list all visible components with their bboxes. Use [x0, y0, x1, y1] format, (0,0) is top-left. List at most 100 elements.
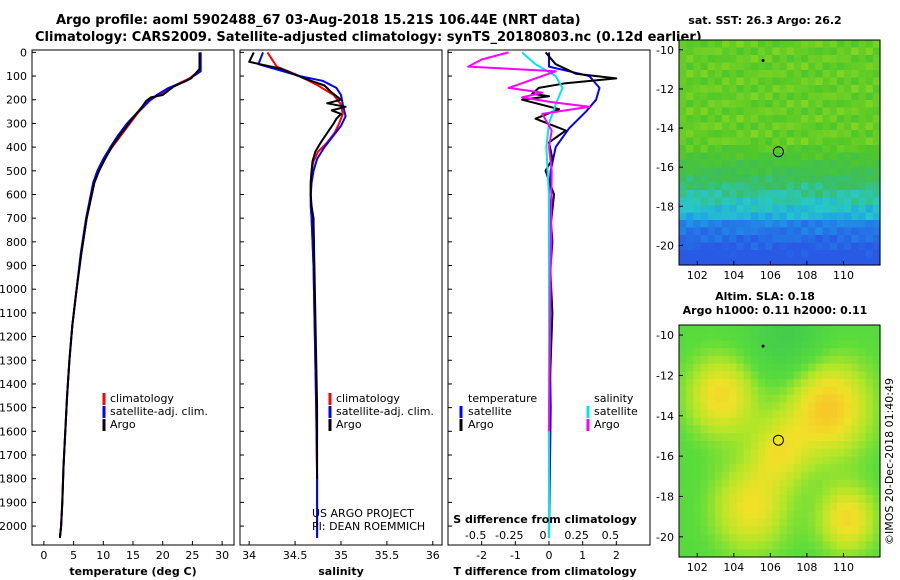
heatmap-cell	[872, 371, 881, 380]
heatmap-cell	[700, 464, 709, 473]
heatmap-cell	[872, 363, 881, 372]
heatmap-cell	[743, 541, 752, 550]
heatmap-cell	[865, 137, 874, 146]
heatmap-cell	[707, 464, 716, 473]
heatmap-cell	[851, 182, 860, 191]
heatmap-cell	[815, 122, 824, 131]
heatmap-cell	[844, 167, 852, 176]
heatmap-cell	[844, 448, 852, 458]
heatmap-cell	[844, 371, 852, 380]
heatmap-cell	[822, 257, 831, 266]
heatmap-cell	[779, 160, 788, 169]
heatmap-cell	[765, 190, 773, 199]
heatmap-cell	[736, 332, 745, 342]
heatmap-cell	[743, 85, 752, 94]
heatmap-cell	[686, 205, 694, 214]
heatmap-cell	[714, 197, 723, 206]
heatmap-cell	[836, 394, 845, 403]
heatmap-cell	[836, 433, 845, 442]
heatmap-cell	[736, 402, 745, 411]
heatmap-cell	[829, 410, 838, 419]
heatmap-cell	[736, 441, 745, 450]
heatmap-cell	[836, 100, 845, 109]
heatmap-cell	[693, 160, 702, 169]
heatmap-cell	[865, 495, 874, 504]
heatmap-cell	[858, 190, 867, 199]
heatmap-cell	[786, 510, 795, 519]
heatmap-cell	[793, 182, 802, 191]
heatmap-cell	[714, 417, 723, 427]
heatmap-cell	[714, 448, 723, 458]
heatmap-cell	[844, 242, 852, 251]
heatmap-cell	[872, 220, 881, 229]
heatmap-cell	[801, 122, 809, 131]
heatmap-cell	[765, 433, 773, 442]
heatmap-cell	[836, 487, 845, 496]
heatmap-cell	[815, 197, 824, 206]
heatmap-cell	[693, 541, 702, 550]
heatmap-cell	[858, 197, 867, 206]
heatmap-cell	[815, 205, 824, 214]
series-line-satellite-adj-clim-	[58, 52, 202, 539]
difference-profiles	[467, 51, 618, 538]
heatmap-cell	[736, 130, 745, 139]
heatmap-cell	[729, 205, 738, 214]
heatmap-cell	[743, 212, 752, 221]
heatmap-cell	[822, 250, 831, 259]
heatmap-cell	[779, 487, 788, 496]
heatmap-cell	[779, 479, 788, 488]
heatmap-cell	[793, 107, 802, 116]
heatmap-cell	[779, 107, 788, 116]
heatmap-cell	[786, 212, 795, 221]
heatmap-cell	[815, 100, 824, 109]
heatmap-cell	[707, 471, 716, 481]
heatmap-cell	[815, 167, 824, 176]
heatmap-cell	[679, 250, 687, 259]
heatmap-cell	[714, 425, 723, 434]
heatmap-cell	[729, 549, 738, 558]
heatmap-cell	[822, 518, 831, 527]
heatmap-cell	[851, 227, 860, 236]
heatmap-cell	[808, 145, 816, 154]
heatmap-cell	[750, 182, 759, 191]
heatmap-cell	[815, 152, 824, 161]
heatmap-cell	[757, 510, 766, 519]
heatmap-cell	[736, 145, 745, 154]
heatmap-cell	[743, 394, 752, 403]
legend-label-satellite: satellite-adj. clim.	[110, 405, 208, 418]
heatmap-cell	[679, 257, 687, 266]
heatmap-cell	[772, 115, 781, 124]
heatmap-cell	[808, 495, 816, 504]
heatmap-cell	[757, 145, 766, 154]
heatmap-cell	[729, 175, 738, 184]
heatmap-cell	[750, 510, 759, 519]
heatmap-cell	[714, 348, 723, 357]
heatmap-cell	[707, 55, 716, 64]
heatmap-cell	[707, 433, 716, 442]
heatmap-cell	[757, 549, 766, 558]
depth-tick-label: 500	[6, 165, 27, 178]
heatmap-cell	[851, 92, 860, 101]
heatmap-cell	[693, 371, 702, 380]
heatmap-cell	[829, 115, 838, 124]
heatmap-cell	[793, 257, 802, 266]
heatmap-cell	[693, 250, 702, 259]
heatmap-cell	[772, 363, 781, 372]
heatmap-cell	[851, 137, 860, 146]
heatmap-cell	[729, 379, 738, 388]
heatmap-cell	[793, 70, 802, 79]
heatmap-cell	[679, 122, 687, 131]
heatmap-cell	[722, 55, 730, 64]
heatmap-cell	[808, 394, 816, 403]
heatmap-cell	[779, 441, 788, 450]
heatmap-cell	[729, 479, 738, 488]
heatmap-cell	[679, 510, 687, 519]
t-difference-label: T difference from climatology	[453, 565, 636, 578]
heatmap-cell	[736, 479, 745, 488]
heatmap-cell	[700, 250, 709, 259]
heatmap-cell	[779, 182, 788, 191]
heatmap-cell	[743, 40, 752, 49]
heatmap-cell	[772, 47, 781, 56]
heatmap-cell	[786, 92, 795, 101]
heatmap-cell	[865, 250, 874, 259]
